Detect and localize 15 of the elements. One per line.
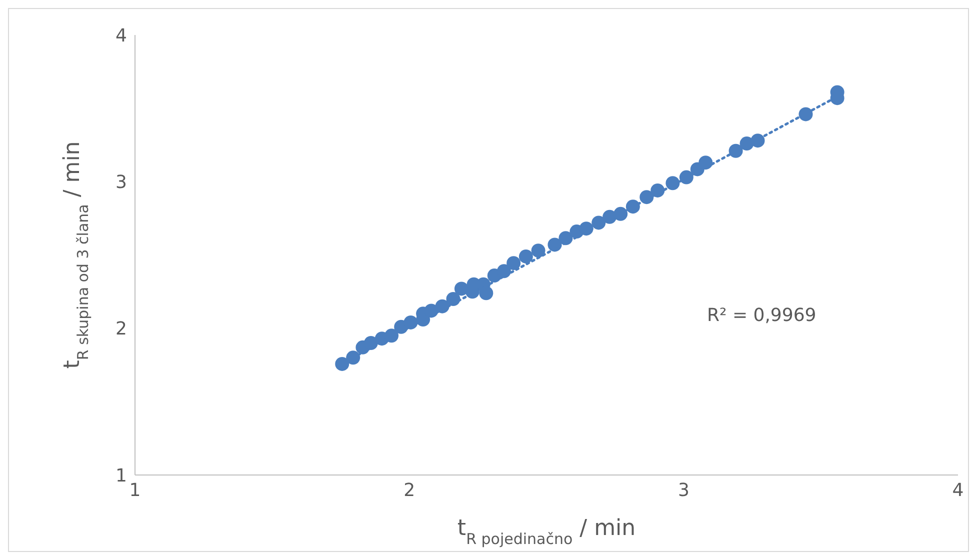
y-tick-label: 1 bbox=[116, 465, 127, 486]
x-tick-label: 4 bbox=[952, 480, 964, 501]
x-tick-label: 3 bbox=[678, 480, 690, 501]
point bbox=[506, 256, 521, 270]
y-tick-label: 4 bbox=[116, 25, 127, 46]
point bbox=[479, 286, 494, 300]
point bbox=[335, 356, 350, 371]
point bbox=[531, 244, 546, 258]
x-tick-label: 2 bbox=[404, 480, 416, 501]
y-tick-label: 2 bbox=[116, 318, 127, 340]
point bbox=[518, 249, 533, 264]
x-axis-title: t$_{R pojedinačno}$ / min bbox=[457, 516, 636, 548]
x-tick-label: 1 bbox=[129, 480, 141, 501]
y-tick-label: 3 bbox=[116, 172, 127, 194]
annotation: R² = 0,9969 bbox=[707, 305, 816, 326]
